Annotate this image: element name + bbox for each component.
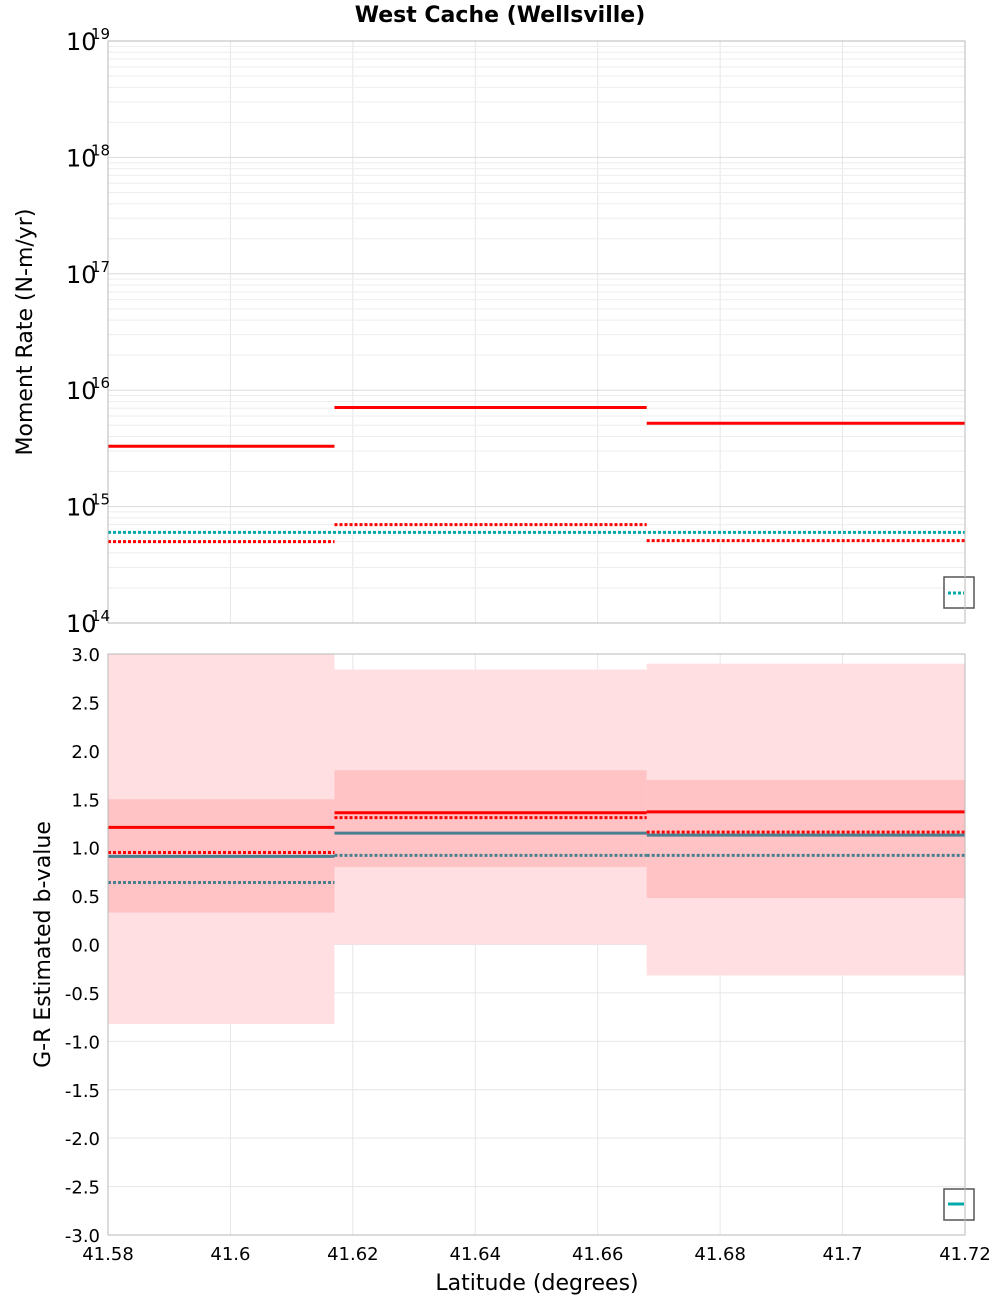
bottom-y-tick-label: -0.5 (65, 984, 100, 1005)
bottom-y-tick-label: -2.0 (65, 1129, 100, 1150)
x-tick-label: 41.6 (210, 1244, 250, 1265)
top-y-tick-base: 10 (66, 28, 97, 56)
bottom-y-tick-label: 2.0 (71, 742, 100, 763)
confidence-band (646, 779, 965, 899)
x-tick-label: 41.68 (694, 1244, 746, 1265)
top-y-tick-exponent: 19 (91, 25, 110, 43)
bottom-y-tick-label: -1.0 (65, 1032, 100, 1053)
bottom-y-tick-label: -3.0 (65, 1226, 100, 1247)
bottom-y-tick-label: 0.5 (71, 887, 100, 908)
bottom-legend-box (943, 1188, 975, 1221)
x-tick-label: 41.72 (939, 1244, 991, 1265)
top-y-tick-exponent: 17 (91, 258, 110, 276)
b-value-panel: 3.0 2.5 2.0 1.5 1.0 0.5 0.0 -0.5 -1.0 -1.5 -2.0 -2.… (31, 645, 991, 1265)
top-y-axis-label: Moment Rate (N-m/yr) (13, 209, 38, 456)
x-tick-label: 41.7 (823, 1244, 863, 1265)
bottom-y-tick-label: 0.0 (71, 936, 100, 957)
x-tick-label: 41.62 (327, 1244, 379, 1265)
bottom-y-tick-label: 1.5 (71, 790, 100, 811)
top-legend-box (943, 576, 975, 609)
bottom-y-ticks: 3.0 2.5 2.0 1.5 1.0 0.5 0.0 -0.5 -1.0 -1.5 -2.0 -2.… (65, 645, 100, 1247)
top-grid (107, 41, 966, 624)
top-y-tick-base: 10 (66, 610, 97, 638)
top-y-tick-exponent: 15 (91, 491, 110, 509)
top-y-tick-base: 10 (66, 144, 97, 172)
bottom-marks (108, 810, 965, 885)
bottom-y-axis-label: G-R Estimated b-value (31, 821, 56, 1068)
bottom-y-tick-label: -2.5 (65, 1178, 100, 1199)
top-y-tick-exponent: 16 (91, 374, 110, 392)
bottom-y-tick-label: 2.5 (71, 693, 100, 714)
bottom-y-tick-label: 3.0 (71, 645, 100, 666)
top-marks (108, 406, 965, 544)
top-y-tick-base: 10 (66, 377, 97, 405)
bottom-y-tick-label: -1.5 (65, 1081, 100, 1102)
x-tick-label: 41.66 (572, 1244, 624, 1265)
bottom-plot-frame (107, 653, 966, 1236)
top-y-tick-base: 10 (66, 261, 97, 289)
bottom-bands (108, 654, 965, 1024)
top-plot-frame (107, 40, 966, 624)
bottom-x-ticks: 41.58 41.6 41.62 41.64 41.66 41.68 41.7 41.72 (82, 1244, 991, 1265)
x-axis-label: Latitude (degrees) (435, 1271, 638, 1296)
bottom-y-tick-label: 1.0 (71, 839, 100, 860)
x-tick-label: 41.64 (450, 1244, 502, 1265)
top-y-tick-base: 10 (66, 494, 97, 522)
chart-title: West Cache (Wellsville) (355, 3, 646, 28)
x-tick-label: 41.58 (82, 1244, 134, 1265)
top-y-tick-exponent: 18 (91, 141, 110, 159)
top-y-tick-exponent: 14 (91, 607, 110, 625)
